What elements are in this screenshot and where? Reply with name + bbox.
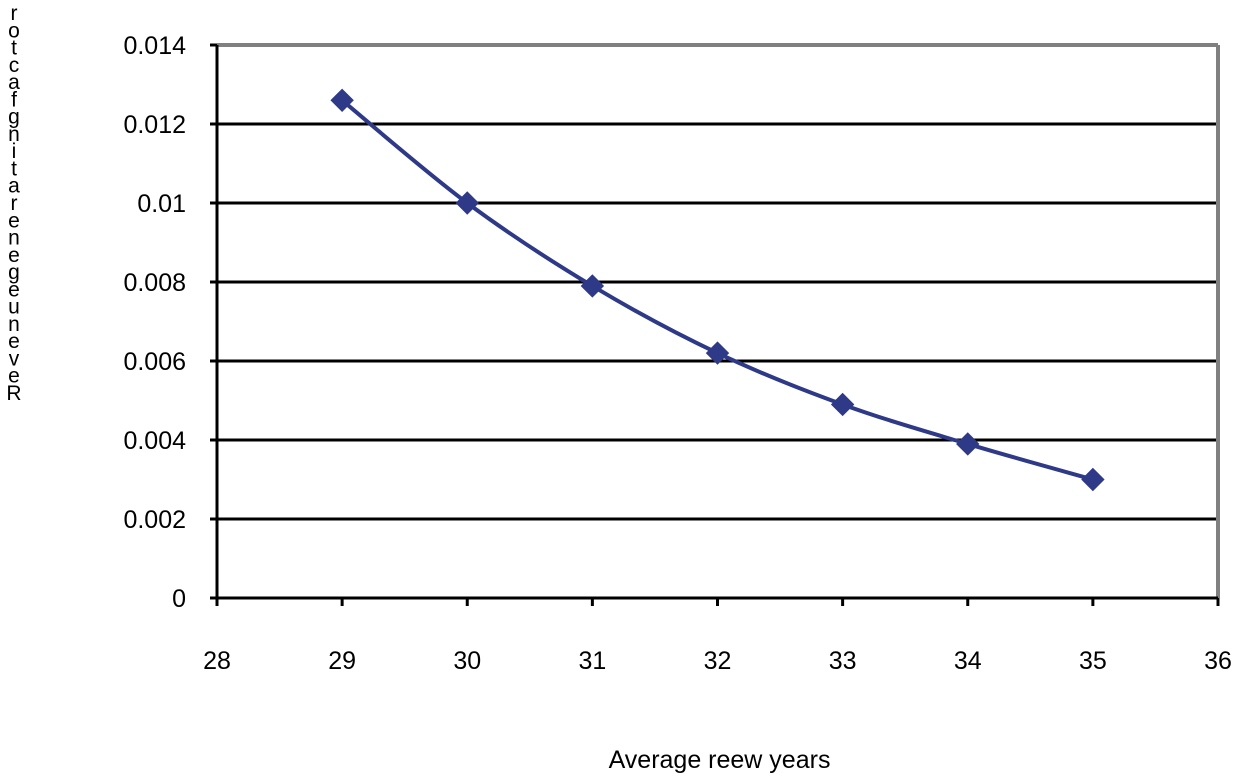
data-point-0: [330, 88, 354, 113]
y-tick-label-2: 0.004: [123, 427, 186, 455]
data-point-2: [580, 274, 605, 298]
series-group: [330, 88, 1105, 492]
y-axis-title-char: r: [11, 2, 18, 25]
data-point-1: [455, 191, 479, 215]
x-tick-label-8: 36: [1204, 647, 1232, 675]
data-point-6: [1081, 467, 1105, 492]
x-tick-label-5: 33: [829, 647, 857, 675]
y-tick-label-4: 0.008: [123, 269, 186, 297]
y-axis-title-char: e: [8, 365, 20, 388]
y-axis-title-char: t: [11, 157, 17, 180]
x-axis-ticks: 28 29 30 31 32 33 34 35 36: [203, 598, 1232, 675]
x-tick-label-1: 29: [328, 647, 356, 675]
grid-lines: [217, 122, 1218, 521]
y-tick-label-7: 0.014: [123, 32, 186, 60]
x-tick-label-3: 31: [578, 647, 606, 675]
y-axis-title-char: a: [8, 175, 20, 198]
y-axis-title-char: r: [11, 192, 18, 215]
y-axis-title-char: e: [8, 278, 20, 301]
x-axis-title: Average reew years: [609, 746, 831, 774]
y-tick-label-6: 0.012: [123, 111, 186, 139]
data-point-5: [956, 432, 980, 456]
x-tick-label-6: 34: [954, 647, 982, 675]
y-tick-label-3: 0.006: [123, 348, 186, 376]
y-axis-ticks: 0 0.002 0.004 0.006 0.008 0.01 0.012 0.014: [123, 32, 217, 613]
data-point-4: [830, 392, 855, 417]
data-point-3: [705, 341, 730, 365]
y-tick-label-1: 0.002: [123, 506, 186, 534]
y-axis-title-char: e: [8, 244, 20, 267]
y-axis-title-char: e: [8, 330, 20, 353]
y-axis-title-char: v: [9, 347, 20, 370]
x-tick-label-7: 35: [1079, 647, 1107, 675]
x-tick-label-4: 32: [704, 647, 732, 675]
y-axis-title-char: a: [8, 71, 20, 94]
y-axis-title-char: g: [8, 261, 20, 284]
y-axis-title-char: i: [12, 140, 17, 163]
plot-frame: [215, 43, 1220, 600]
y-axis-title-char: u: [8, 296, 20, 319]
x-tick-label-2: 30: [453, 647, 481, 675]
y-axis-title-char: g: [8, 106, 20, 129]
y-axis-title-char: c: [9, 54, 20, 77]
y-axis-title-char: n: [8, 313, 20, 336]
x-tick-label-0: 28: [203, 647, 231, 675]
y-tick-label-5: 0.01: [137, 190, 186, 218]
series-line-0: [340, 98, 1094, 482]
y-axis-title-char: n: [8, 123, 20, 146]
y-tick-label-0: 0: [172, 585, 186, 613]
y-axis-title-char: f: [11, 88, 17, 111]
y-axis-title-char: o: [8, 19, 20, 42]
y-axis-title-char: n: [8, 227, 20, 250]
y-axis-title-char: t: [11, 37, 17, 60]
y-axis-title-char: R: [6, 382, 21, 405]
y-axis-title-char: e: [8, 209, 20, 232]
